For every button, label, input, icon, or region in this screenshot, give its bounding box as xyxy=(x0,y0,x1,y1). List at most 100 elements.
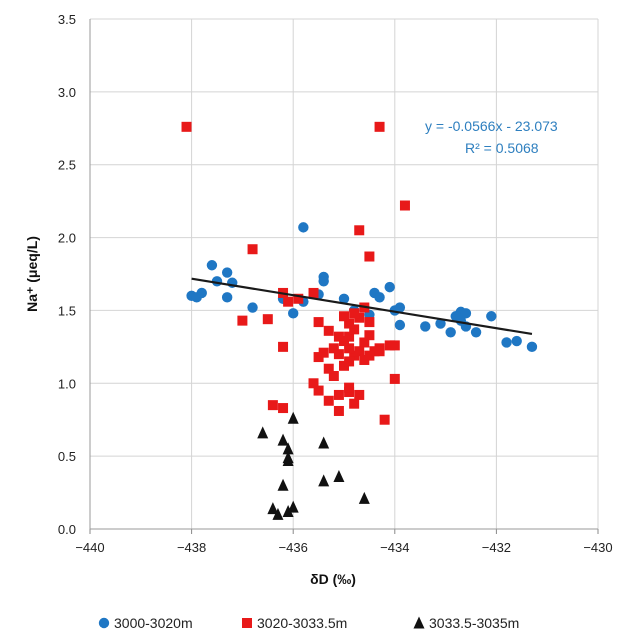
square-point xyxy=(344,356,355,367)
circle-point xyxy=(420,321,431,332)
square-point xyxy=(333,389,344,400)
circle-point xyxy=(247,302,258,313)
square-point xyxy=(364,317,375,328)
y-tick-label: 1.0 xyxy=(58,376,76,391)
square-point xyxy=(384,340,395,351)
square-point xyxy=(278,403,289,414)
y-tick-label: 0.0 xyxy=(58,522,76,537)
x-tick-label: −430 xyxy=(583,540,612,555)
square-point xyxy=(349,398,360,409)
square-point xyxy=(399,200,410,211)
square-point xyxy=(278,341,289,352)
circle-point xyxy=(374,292,385,303)
circle-point xyxy=(288,308,299,319)
x-tick-label: −432 xyxy=(482,540,511,555)
y-tick-label: 1.5 xyxy=(58,303,76,318)
square-point xyxy=(344,331,355,342)
triangle-point xyxy=(272,507,284,520)
circle-point xyxy=(501,337,512,348)
circle-point xyxy=(221,292,233,303)
triangle-point xyxy=(358,491,370,504)
trendline-equation: y = -0.0566x - 23.073 xyxy=(425,118,558,134)
square-point xyxy=(237,315,248,326)
square-point xyxy=(313,385,324,396)
y-tick-label: 3.0 xyxy=(58,85,76,100)
square-point xyxy=(344,382,355,393)
square-point xyxy=(308,378,319,389)
square-point xyxy=(318,347,329,358)
circle-point xyxy=(470,327,482,338)
triangle-point xyxy=(277,433,289,446)
trendline-group xyxy=(191,277,533,336)
grid-lines xyxy=(89,18,599,530)
square-point xyxy=(339,336,349,347)
square-point xyxy=(262,314,273,325)
square-point xyxy=(349,308,360,319)
square-point xyxy=(369,346,380,357)
triangle-point xyxy=(287,500,299,513)
square-point xyxy=(283,296,294,307)
legend-marker-circle xyxy=(98,617,110,629)
square-point xyxy=(354,225,365,236)
square-point xyxy=(344,318,355,329)
x-tick-label: −436 xyxy=(279,540,308,555)
x-tick-label: −440 xyxy=(75,540,104,555)
square-point xyxy=(267,400,278,411)
triangle-point xyxy=(333,470,345,483)
circle-point xyxy=(394,319,406,331)
square-point xyxy=(364,330,375,341)
y-tick-label: 2.0 xyxy=(58,231,76,246)
circle-point xyxy=(206,260,218,271)
square-point xyxy=(349,324,360,335)
legend-label: 3020-3033.5m xyxy=(257,615,347,631)
triangle-point xyxy=(277,478,289,491)
triangle-point xyxy=(257,426,269,439)
y-tick-label: 0.5 xyxy=(58,449,76,464)
square-point xyxy=(389,373,400,384)
circle-point xyxy=(445,327,456,338)
trendline xyxy=(191,277,533,336)
circle-point xyxy=(435,318,446,329)
square-point xyxy=(333,405,344,416)
square-point xyxy=(354,389,365,400)
square-point xyxy=(308,287,319,298)
legend-label: 3033.5-3035m xyxy=(429,615,519,631)
square-point xyxy=(359,337,370,348)
triangle-point xyxy=(282,454,294,467)
square-point xyxy=(333,331,344,342)
square-point xyxy=(364,251,375,262)
x-tick-label: −434 xyxy=(380,540,409,555)
square-point xyxy=(328,343,339,354)
square-point xyxy=(247,244,258,255)
square-point xyxy=(349,350,360,361)
square-point xyxy=(313,317,324,328)
data-points xyxy=(181,121,538,520)
square-point xyxy=(364,350,375,361)
square-point xyxy=(344,343,355,354)
circle-point xyxy=(221,267,233,278)
trendline-r-squared: R² = 0.5068 xyxy=(465,140,539,156)
square-point xyxy=(293,293,304,304)
triangle-point xyxy=(282,442,294,455)
series-2 xyxy=(181,121,410,425)
y-axis-title: Na⁺ (μeq/L) xyxy=(24,236,40,312)
circle-point xyxy=(394,302,406,313)
legend-marker-square xyxy=(242,618,252,628)
square-point xyxy=(354,312,365,323)
circle-point xyxy=(526,341,538,353)
triangle-point xyxy=(267,502,279,515)
triangle-point xyxy=(287,411,299,424)
square-point xyxy=(339,360,349,371)
y-tick-label: 2.5 xyxy=(58,158,76,173)
square-point xyxy=(354,346,365,357)
axes xyxy=(89,19,599,534)
square-point xyxy=(374,346,385,357)
circle-point xyxy=(196,287,207,299)
square-point xyxy=(313,352,324,363)
triangle-point xyxy=(318,436,330,449)
circle-point xyxy=(318,276,329,287)
square-point xyxy=(328,371,339,381)
x-tick-label: −438 xyxy=(177,540,206,555)
square-point xyxy=(181,121,192,132)
